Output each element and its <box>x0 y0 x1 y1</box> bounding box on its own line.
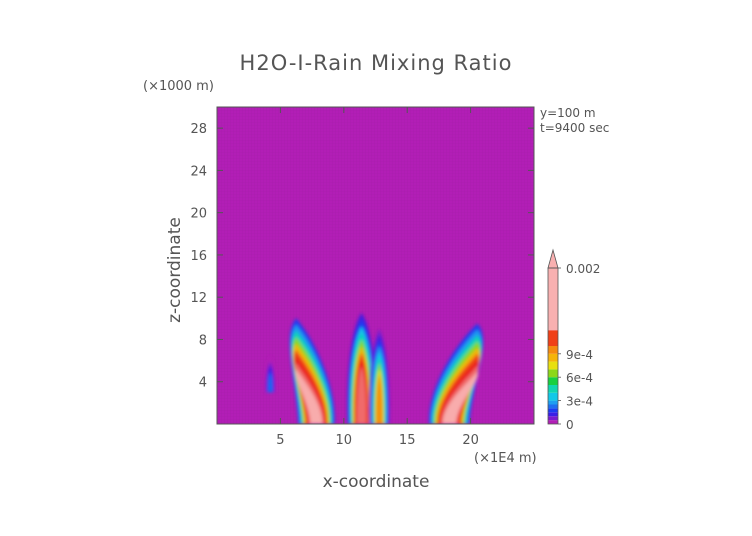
colorbar-tick-label: 0.002 <box>566 262 600 276</box>
cell-left-outer <box>264 355 277 393</box>
colorbar-segment <box>548 420 558 424</box>
colorbar-tick-label: 9e-4 <box>566 348 593 362</box>
colorbar-segment <box>548 408 558 413</box>
cell-contour <box>268 373 273 393</box>
colorbar-segment <box>548 346 558 354</box>
cell-center <box>347 313 377 424</box>
x-tick-label: 20 <box>462 433 479 448</box>
colorbar-tick-label: 0 <box>566 418 574 432</box>
colorbar-segment <box>548 369 558 378</box>
y-tick-label: 8 <box>199 333 207 348</box>
colorbar-segment <box>548 412 558 417</box>
y-tick-label: 4 <box>199 376 207 391</box>
x-tick-label: 10 <box>336 433 353 448</box>
colorbar-frame <box>547 267 559 425</box>
y-tick-label: 16 <box>190 249 207 264</box>
y-axis-label: z-coordinate <box>165 217 185 323</box>
x-tick-label: 5 <box>276 433 284 448</box>
y-unit-label: (×1000 m) <box>143 79 214 94</box>
cell-right <box>428 323 484 424</box>
y-axis: 4 8 12 16 20 24 28 <box>190 122 534 391</box>
x-axis-label: x-coordinate <box>323 472 430 492</box>
plot-frame <box>216 106 535 425</box>
y-tick-label: 12 <box>190 291 207 306</box>
colorbar-segment <box>548 385 558 393</box>
y-tick-label: 28 <box>190 122 207 137</box>
colorbar-segment <box>548 330 558 346</box>
colorbar-segment <box>548 400 558 405</box>
colorbar-tick-label: 6e-4 <box>566 371 593 385</box>
cell-contour <box>375 374 383 424</box>
cell-contour <box>356 366 367 424</box>
colorbar-segment <box>548 361 558 370</box>
y-tick-label: 24 <box>190 164 207 179</box>
x-tick-label: 15 <box>399 433 416 448</box>
colorbar-extend-arrow <box>547 248 559 269</box>
annotation-y: y=100 m <box>540 106 596 120</box>
colorbar-segment <box>548 377 558 385</box>
colorbar-segment <box>548 392 558 401</box>
colorbar-segment <box>548 353 558 362</box>
chart-title: H2O-I-Rain Mixing Ratio <box>240 51 513 75</box>
cell-contour <box>442 371 478 424</box>
cell-center-right <box>368 328 390 424</box>
x-unit-label: (×1E4 m) <box>474 451 537 466</box>
y-tick-label: 20 <box>190 207 207 222</box>
colorbar-segment <box>548 268 558 331</box>
colorbar-tick-label: 3e-4 <box>566 395 593 409</box>
colorbar-segment <box>548 416 558 421</box>
plot-area <box>216 106 535 425</box>
rain-cells <box>264 313 484 424</box>
annotation-t: t=9400 sec <box>540 121 609 135</box>
cell-contour <box>295 369 323 424</box>
cell-left <box>289 318 335 424</box>
colorbar: 0 3e-4 6e-4 9e-4 0.002 <box>547 248 600 432</box>
colorbar-segment <box>548 404 558 409</box>
x-axis: 5 10 15 20 <box>276 107 479 448</box>
